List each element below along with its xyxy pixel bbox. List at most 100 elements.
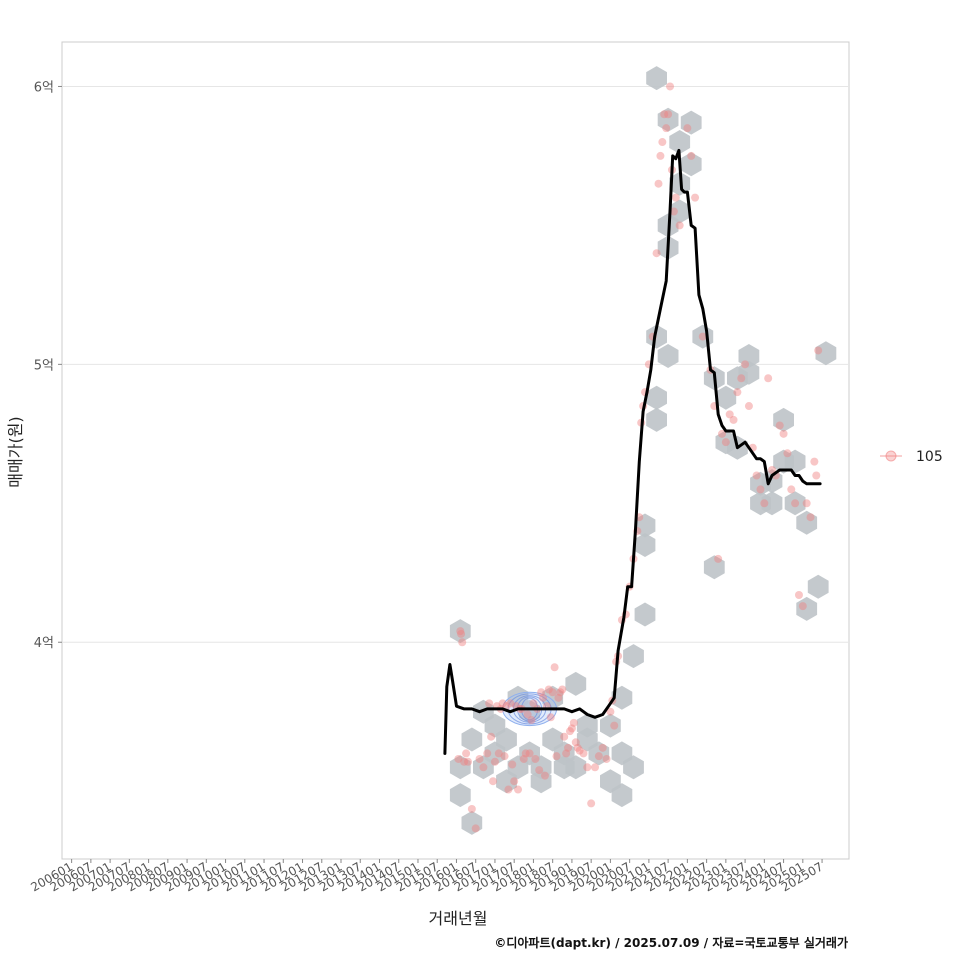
data-point [733, 388, 742, 397]
hexbin [634, 513, 656, 538]
data-point [791, 499, 800, 508]
data-point [571, 738, 580, 747]
data-point [652, 249, 661, 258]
y-tick-label: 5억 [34, 358, 54, 373]
data-point [529, 699, 538, 708]
data-point [487, 732, 496, 741]
data-point [660, 110, 669, 119]
hexbin [815, 341, 837, 366]
y-tick-label: 6억 [34, 80, 54, 95]
hexbin [669, 130, 691, 154]
data-point [591, 763, 600, 772]
hexbin [784, 449, 806, 474]
hexbin [634, 602, 656, 627]
data-point [519, 754, 528, 763]
data-point [798, 602, 807, 611]
hexbin [623, 644, 644, 669]
data-point [554, 693, 563, 702]
data-point [508, 760, 517, 769]
data-point [562, 749, 571, 758]
hexbin [738, 360, 760, 385]
plot-panel [61, 41, 850, 860]
hexbin [796, 510, 818, 535]
data-point [594, 752, 603, 761]
hexbin [680, 152, 702, 177]
hexbin [669, 199, 691, 224]
data-point [779, 429, 788, 438]
data-point [458, 638, 467, 647]
hexbin [784, 491, 806, 516]
data-point [540, 771, 549, 780]
data-point [565, 727, 574, 736]
data-point [560, 732, 569, 741]
data-point [552, 752, 561, 761]
data-point [558, 685, 567, 694]
y-tick-label: 4억 [34, 636, 54, 651]
data-point [683, 124, 692, 133]
hexbin [669, 171, 691, 196]
gridlines [62, 85, 849, 643]
data-point [602, 754, 611, 763]
data-point [744, 402, 753, 411]
data-point [506, 699, 515, 708]
data-point [606, 707, 615, 716]
legend-point-key [885, 450, 897, 462]
data-point [504, 785, 513, 794]
data-point [510, 777, 519, 786]
data-point [483, 749, 492, 758]
hexbin [461, 727, 483, 752]
data-point [523, 710, 532, 719]
hexbin [761, 491, 783, 516]
data-point [485, 699, 494, 708]
data-point [714, 554, 723, 563]
hexbin [807, 574, 829, 599]
data-point [654, 179, 663, 188]
data-point [768, 465, 777, 474]
scatter-points [454, 82, 823, 833]
hexbin [715, 385, 737, 410]
data-point [556, 688, 565, 697]
data-point [675, 221, 684, 230]
data-point [498, 699, 507, 708]
data-point [490, 757, 499, 766]
data-point [544, 685, 553, 694]
caption: ©디아파트(dapt.kr) / 2025.07.09 / 자료=국토교통부 실… [494, 935, 848, 950]
data-point [583, 763, 592, 772]
data-point [658, 138, 667, 147]
data-point [721, 438, 730, 447]
hexbin-layer [449, 66, 837, 835]
data-point [564, 743, 573, 752]
data-point [806, 513, 815, 522]
hexbin [646, 66, 667, 91]
data-point [457, 629, 466, 638]
trend-line [443, 148, 822, 755]
data-point [787, 485, 796, 494]
data-point [741, 360, 750, 369]
data-point [531, 754, 540, 763]
data-point [569, 718, 578, 727]
hexbin [565, 755, 587, 780]
hexbin [646, 385, 667, 410]
data-point [479, 763, 488, 772]
hexbin [738, 344, 760, 368]
hexbin [588, 741, 610, 766]
data-point [489, 777, 498, 786]
hexbin [496, 727, 517, 752]
data-point [573, 743, 582, 752]
data-point [794, 591, 803, 600]
hexbin [646, 407, 667, 432]
hexbin [600, 713, 621, 738]
data-point [775, 421, 784, 430]
data-point [783, 449, 792, 458]
hexbin [680, 110, 702, 135]
hexbin [611, 783, 633, 808]
data-point [471, 824, 480, 833]
data-point [669, 207, 678, 216]
legend: 105 [880, 449, 943, 465]
hexbin [611, 685, 633, 710]
data-point [671, 193, 680, 202]
data-point [500, 752, 509, 761]
data-point [587, 799, 596, 808]
hexbin [657, 107, 679, 132]
